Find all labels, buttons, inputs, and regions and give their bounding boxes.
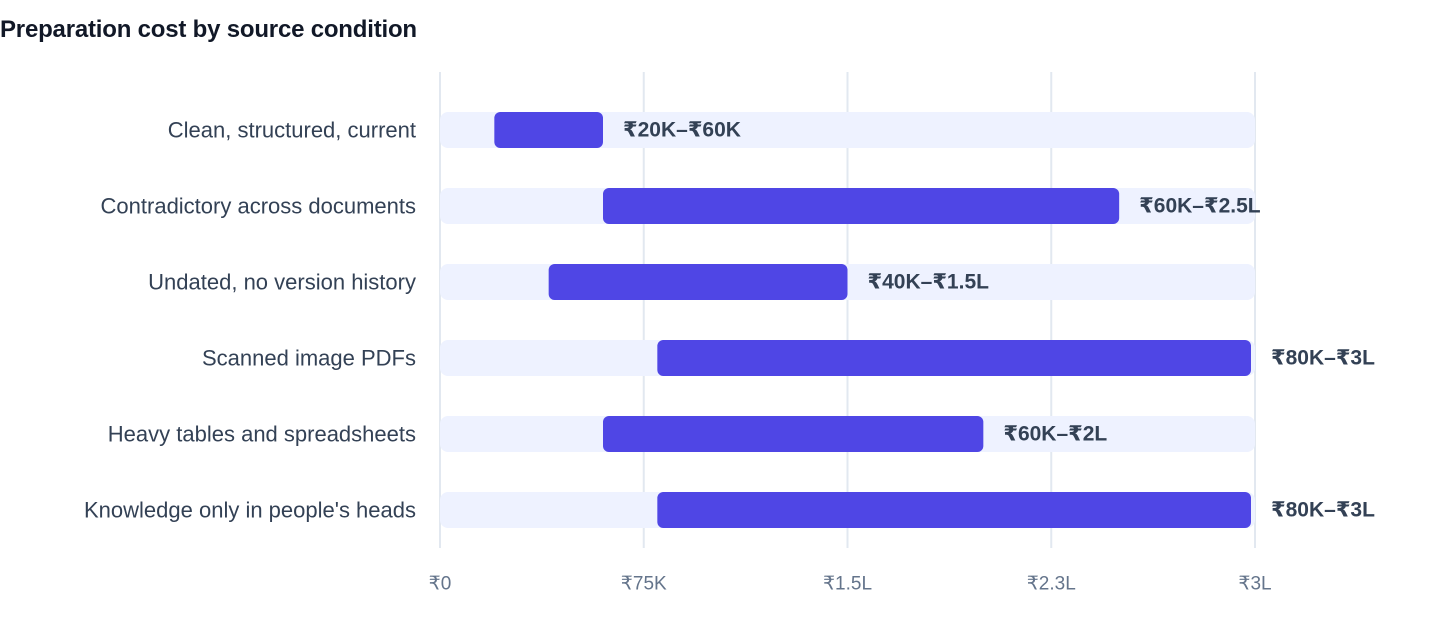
data-label: ₹60K–₹2.5L bbox=[1139, 195, 1261, 218]
range-bar bbox=[657, 492, 1251, 528]
x-tick-label: ₹1.5L bbox=[823, 574, 872, 595]
data-label: ₹80K–₹3L bbox=[1271, 499, 1375, 522]
bar-track bbox=[440, 112, 1255, 148]
x-tick-label: ₹3L bbox=[1238, 574, 1271, 595]
x-tick-label: ₹0 bbox=[429, 574, 452, 595]
range-bar bbox=[603, 416, 984, 452]
category-label: Contradictory across documents bbox=[101, 194, 416, 219]
category-label: Scanned image PDFs bbox=[202, 346, 416, 371]
bar-rows: Clean, structured, current ₹20K–₹60K Contr… bbox=[84, 112, 1375, 528]
range-bar bbox=[494, 112, 603, 148]
category-label: Heavy tables and spreadsheets bbox=[108, 422, 416, 447]
data-label: ₹20K–₹60K bbox=[623, 119, 741, 142]
x-tick-label: ₹2.3L bbox=[1027, 574, 1076, 595]
range-bar bbox=[657, 340, 1251, 376]
data-label: ₹60K–₹2L bbox=[1003, 423, 1107, 446]
x-tick-label: ₹75K bbox=[621, 574, 667, 595]
range-bar bbox=[603, 188, 1120, 224]
category-label: Knowledge only in people's heads bbox=[84, 498, 416, 523]
x-axis-ticks: ₹0 ₹75K ₹1.5L ₹2.3L ₹3L bbox=[429, 574, 1272, 595]
category-label: Clean, structured, current bbox=[168, 118, 416, 143]
category-label: Undated, no version history bbox=[148, 270, 416, 295]
data-label: ₹80K–₹3L bbox=[1271, 347, 1375, 370]
data-label: ₹40K–₹1.5L bbox=[868, 271, 990, 294]
range-bar bbox=[548, 264, 848, 300]
chart-title: Preparation cost by source condition bbox=[0, 16, 417, 43]
gridlines bbox=[439, 72, 1256, 548]
